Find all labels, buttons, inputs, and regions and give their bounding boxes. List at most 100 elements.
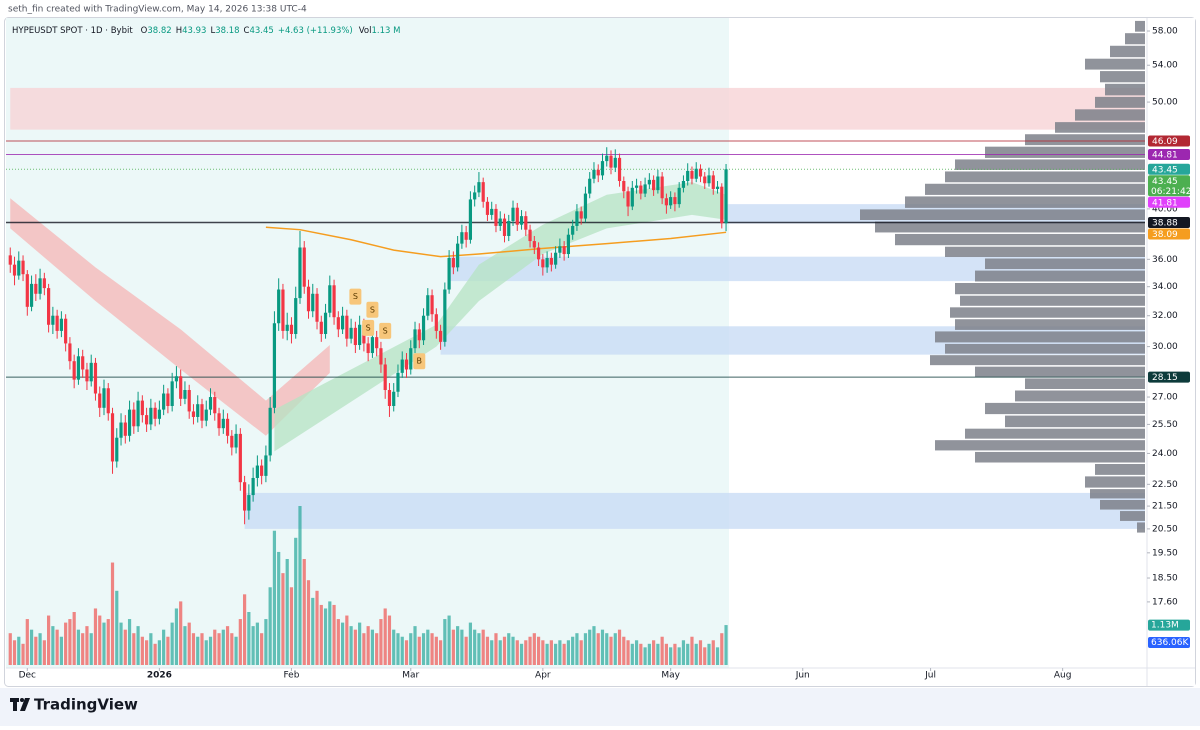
profile-bar xyxy=(895,233,1145,246)
volume-bar xyxy=(720,633,724,665)
volume-bar xyxy=(140,636,144,665)
candle-body xyxy=(119,422,123,438)
signal-marker xyxy=(379,322,392,339)
profile-bar xyxy=(1100,499,1145,510)
legend-volume: 1.13 M xyxy=(371,26,400,36)
volume-bar xyxy=(447,615,451,665)
profile-bar xyxy=(955,282,1145,295)
candle-body xyxy=(392,391,396,406)
volume-bar xyxy=(400,636,404,665)
volume-bar xyxy=(622,636,626,665)
volume-bar xyxy=(677,647,681,665)
volume-bar xyxy=(42,640,46,665)
volume-bar xyxy=(234,636,238,665)
volume-bar xyxy=(383,608,387,665)
volume-bar xyxy=(17,636,21,665)
volume-bar xyxy=(694,643,698,665)
profile-bar xyxy=(1100,71,1145,83)
signal-label: B xyxy=(417,357,423,366)
logo-shape xyxy=(13,702,17,711)
ribbon xyxy=(274,182,727,452)
volume-bar xyxy=(519,643,524,665)
volume-bar xyxy=(656,643,660,665)
volume-tag-label: 1.13M xyxy=(1151,621,1179,631)
profile-bar xyxy=(875,221,1145,233)
candle-body xyxy=(566,234,571,255)
candle-body xyxy=(562,246,566,255)
volume-bar xyxy=(404,640,409,665)
candle-body xyxy=(55,315,59,331)
signals: SSS SB xyxy=(349,288,426,370)
legend-value: 38.82 xyxy=(147,26,171,36)
profile-bar xyxy=(1025,134,1145,146)
volume-bar xyxy=(605,633,609,665)
legend-value: 43.45 xyxy=(249,26,273,36)
volume-bar xyxy=(592,626,596,665)
price-tag xyxy=(1148,228,1190,240)
x-tick-label: Mar xyxy=(402,671,419,681)
volume-bar xyxy=(106,619,110,665)
candle-body xyxy=(554,252,558,265)
candle-body xyxy=(102,388,106,408)
candle-body xyxy=(673,197,677,205)
price-tag-label: 41.81 xyxy=(1152,198,1178,208)
candle-body xyxy=(298,247,302,299)
candle-body xyxy=(703,176,707,184)
volume-bar xyxy=(102,622,106,665)
price-tags: 46.0944.8143.4543.4506:21:4241.8138.8838… xyxy=(1148,135,1191,649)
profile-bar xyxy=(1025,378,1145,390)
candle-body xyxy=(370,337,375,354)
volume-bar xyxy=(485,636,490,665)
y-tick-label: 19.50 xyxy=(1152,548,1178,558)
volume-bar xyxy=(456,626,460,665)
volume-bar xyxy=(643,647,647,665)
candle-body xyxy=(225,418,230,436)
volume-bar xyxy=(340,622,345,665)
volume-bar xyxy=(123,629,127,665)
volume-bar xyxy=(511,636,515,665)
volume-bar xyxy=(477,633,481,665)
volume-bar xyxy=(626,640,630,665)
volume-bar xyxy=(558,640,562,665)
candle-body xyxy=(238,433,242,483)
ribbons xyxy=(10,182,727,452)
volume-bar xyxy=(272,530,277,665)
volume-bar xyxy=(242,594,247,665)
brand: TradingView xyxy=(34,696,138,714)
volume-bar xyxy=(536,636,541,665)
volume-bar xyxy=(596,633,600,665)
candle-body xyxy=(494,208,498,226)
volume-bar xyxy=(328,601,332,665)
volume-tag xyxy=(1148,619,1190,631)
legend-key: C xyxy=(244,26,250,36)
volume-bar xyxy=(93,608,98,665)
volume-bar xyxy=(634,640,639,665)
profile-bar xyxy=(955,319,1145,330)
volume-bar xyxy=(145,640,149,665)
x-tick-label: Feb xyxy=(283,671,299,681)
volume-bar xyxy=(468,622,473,665)
volume-bar xyxy=(600,629,605,665)
candle-body xyxy=(136,400,140,427)
y-tick-label: 27.00 xyxy=(1152,393,1178,403)
volume-bar xyxy=(579,640,583,665)
candle-body xyxy=(132,409,136,427)
volume-bar xyxy=(72,612,76,665)
profile-bar xyxy=(1055,122,1145,133)
candle-body xyxy=(639,185,643,194)
candle-body xyxy=(617,157,622,182)
volume-bar xyxy=(281,573,285,665)
volume-bar xyxy=(21,643,25,665)
candle-body xyxy=(268,407,272,456)
volume-bar xyxy=(366,626,370,665)
profile-bar xyxy=(1137,522,1145,533)
candle-body xyxy=(528,229,532,242)
volume-bar xyxy=(494,633,498,665)
volume-bar xyxy=(187,622,191,665)
price-axis xyxy=(1147,18,1195,686)
volume-bar xyxy=(707,643,711,665)
volume-bar xyxy=(490,640,494,665)
candle-body xyxy=(306,286,311,312)
legend-key: H xyxy=(176,26,182,36)
candle-body xyxy=(127,409,132,436)
